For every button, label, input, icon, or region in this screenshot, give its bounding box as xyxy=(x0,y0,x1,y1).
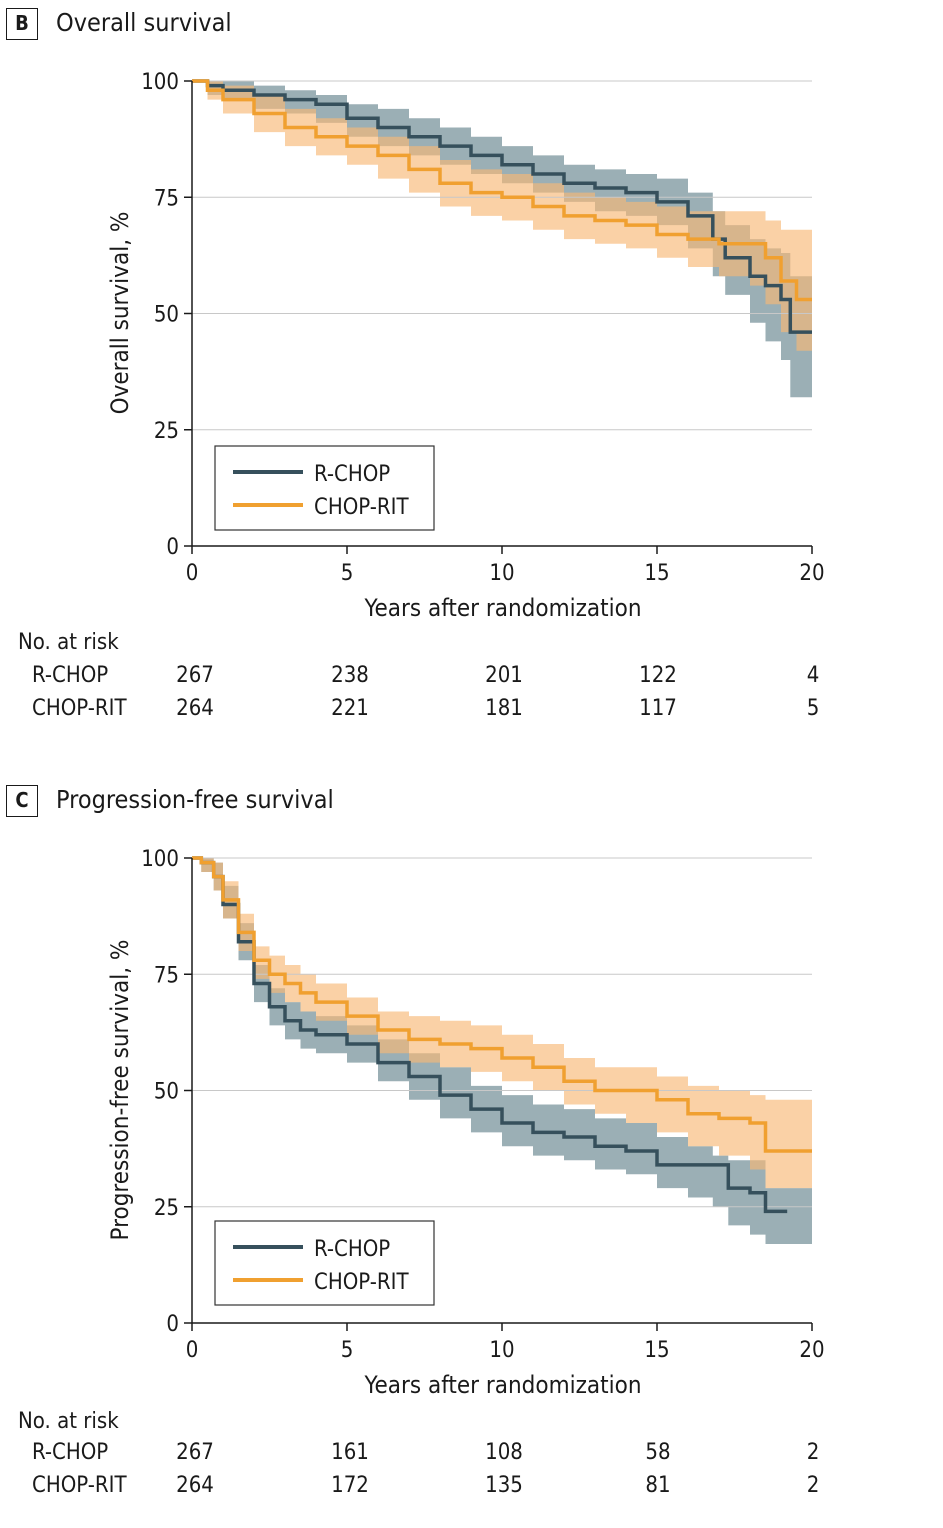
confidence-band-chop-rit xyxy=(192,81,812,351)
panel-title: Progression-free survival xyxy=(56,785,334,814)
x-tick-label: 15 xyxy=(644,1338,669,1363)
overall-survival-chart: 0 25 50 75 100 0 5 10 15 20 Overall survival, % Y… xyxy=(106,70,825,620)
at-risk-value: 267 xyxy=(176,1440,214,1465)
panel-label: B xyxy=(6,8,38,40)
x-tick-label: 5 xyxy=(341,561,354,586)
legend: R-CHOP CHOP-RIT xyxy=(214,1220,435,1306)
y-axis-label: Overall survival, % xyxy=(106,212,134,415)
confidence-band-chop-rit xyxy=(192,858,812,1189)
y-tick-label: 100 xyxy=(141,847,179,872)
at-risk-value: 2 xyxy=(806,1473,820,1498)
x-axis-label: Years after randomization xyxy=(363,1371,641,1397)
x-tick-label: 20 xyxy=(799,561,824,586)
x-tick-label: 0 xyxy=(186,1338,199,1363)
legend-label-r-chop: R-CHOP xyxy=(314,462,390,487)
at-risk-value: 267 xyxy=(176,663,214,688)
y-tick-label: 50 xyxy=(154,1080,179,1105)
panel-label: C xyxy=(6,785,38,817)
at-risk-value: 58 xyxy=(645,1440,671,1465)
y-axis-label: Progression-free survival, % xyxy=(106,940,134,1241)
legend-label-chop-rit: CHOP-RIT xyxy=(314,1270,409,1295)
at-risk-value: 2 xyxy=(806,1440,820,1465)
at-risk-value: 201 xyxy=(485,663,523,688)
x-tick-label: 0 xyxy=(186,561,199,586)
at-risk-row-label: CHOP-RIT xyxy=(32,696,127,721)
survival-line-r-chop xyxy=(192,856,788,1214)
at-risk-value: 264 xyxy=(176,1473,214,1498)
y-tick-label: 100 xyxy=(141,70,179,95)
at-risk-value: 172 xyxy=(331,1473,369,1498)
at-risk-value: 81 xyxy=(645,1473,671,1498)
at-risk-value: 221 xyxy=(331,696,369,721)
at-risk-value: 135 xyxy=(485,1473,523,1498)
x-tick-label: 15 xyxy=(644,561,669,586)
at-risk-value: 4 xyxy=(806,663,820,688)
panel-title: Overall survival xyxy=(56,8,232,37)
x-tick-label: 10 xyxy=(489,1338,514,1363)
x-tick-label: 20 xyxy=(799,1338,824,1363)
at-risk-row-label: R-CHOP xyxy=(32,1440,109,1465)
legend-label-chop-rit: CHOP-RIT xyxy=(314,495,409,520)
at-risk-value: 117 xyxy=(639,696,677,721)
at-risk-row-label: CHOP-RIT xyxy=(32,1473,127,1498)
at-risk-value: 238 xyxy=(331,663,369,688)
y-tick-label: 25 xyxy=(154,419,179,444)
y-tick-label: 75 xyxy=(154,963,179,988)
y-tick-label: 75 xyxy=(154,186,179,211)
at-risk-title: No. at risk xyxy=(18,1409,119,1434)
x-axis-label: Years after randomization xyxy=(363,594,641,620)
at-risk-value: 181 xyxy=(485,696,523,721)
at-risk-value: 122 xyxy=(639,663,677,688)
at-risk-value: 161 xyxy=(331,1440,369,1465)
at-risk-value: 264 xyxy=(176,696,214,721)
y-tick-label: 0 xyxy=(166,1312,179,1337)
at-risk-value: 5 xyxy=(806,696,820,721)
y-tick-label: 50 xyxy=(154,303,179,328)
x-tick-label: 5 xyxy=(341,1338,354,1363)
y-tick-label: 0 xyxy=(166,535,179,560)
at-risk-value: 108 xyxy=(485,1440,523,1465)
confidence-band-r-chop xyxy=(192,858,812,1244)
legend: R-CHOP CHOP-RIT xyxy=(214,445,435,531)
progression-free-survival-chart: 0 25 50 75 100 0 5 10 15 20 Progression-free surv… xyxy=(106,847,825,1397)
at-risk-title: No. at risk xyxy=(18,630,119,655)
x-tick-label: 10 xyxy=(489,561,514,586)
legend-label-r-chop: R-CHOP xyxy=(314,1237,390,1262)
panel-progression-free-survival: C Progression-free survival 0 25 50 75 100 0 5… xyxy=(0,777,943,1528)
survival-line-r-chop xyxy=(192,79,812,334)
survival-line-chop-rit xyxy=(192,856,812,1153)
at-risk-row-label: R-CHOP xyxy=(32,663,109,688)
survival-line-chop-rit xyxy=(192,79,812,302)
panel-overall-survival: B Overall survival 0 25 50 75 100 0 5 10 15 20 Ov… xyxy=(0,0,943,751)
y-tick-label: 25 xyxy=(154,1196,179,1221)
